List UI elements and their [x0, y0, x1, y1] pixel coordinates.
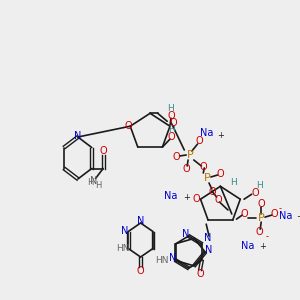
Text: O: O: [209, 187, 217, 197]
Text: N: N: [90, 176, 97, 185]
Text: O: O: [167, 111, 175, 121]
Text: H: H: [167, 104, 174, 113]
Text: +: +: [183, 194, 190, 202]
Text: O: O: [271, 209, 278, 219]
Text: N: N: [204, 233, 212, 243]
Text: O: O: [256, 227, 263, 237]
Text: +: +: [217, 130, 224, 140]
Text: HN: HN: [116, 244, 129, 253]
Text: H: H: [87, 178, 93, 187]
Text: +: +: [296, 212, 300, 220]
Text: N: N: [121, 226, 128, 236]
Text: O: O: [240, 209, 248, 219]
Text: Na: Na: [279, 211, 292, 221]
Text: O: O: [196, 136, 203, 146]
Text: H: H: [95, 181, 102, 190]
Text: N: N: [169, 253, 176, 263]
Text: O: O: [169, 118, 177, 128]
Text: O: O: [257, 199, 265, 209]
Text: O: O: [196, 269, 204, 279]
Text: Na: Na: [200, 128, 214, 138]
Text: O: O: [124, 121, 132, 131]
Text: O: O: [173, 152, 181, 162]
Text: -: -: [279, 204, 282, 213]
Text: O: O: [217, 169, 224, 179]
Text: O: O: [200, 162, 207, 172]
Text: N: N: [74, 131, 82, 141]
Text: N: N: [182, 229, 190, 239]
Text: H: H: [169, 124, 175, 134]
Text: O: O: [167, 132, 175, 142]
Text: O: O: [252, 188, 259, 198]
Text: Na: Na: [241, 241, 255, 251]
Text: O: O: [182, 164, 190, 174]
Text: H: H: [256, 181, 262, 190]
Text: P: P: [204, 173, 211, 183]
Text: +: +: [259, 242, 266, 250]
Text: O: O: [137, 266, 144, 276]
Text: O: O: [99, 146, 107, 155]
Text: HN: HN: [155, 256, 169, 265]
Text: O: O: [215, 195, 222, 205]
Text: H: H: [230, 178, 237, 187]
Text: P: P: [187, 150, 194, 160]
Text: Na: Na: [164, 191, 178, 201]
Text: N: N: [206, 245, 213, 255]
Text: N: N: [137, 216, 144, 226]
Text: P: P: [258, 213, 265, 223]
Text: O: O: [193, 194, 200, 204]
Text: -: -: [266, 232, 268, 241]
